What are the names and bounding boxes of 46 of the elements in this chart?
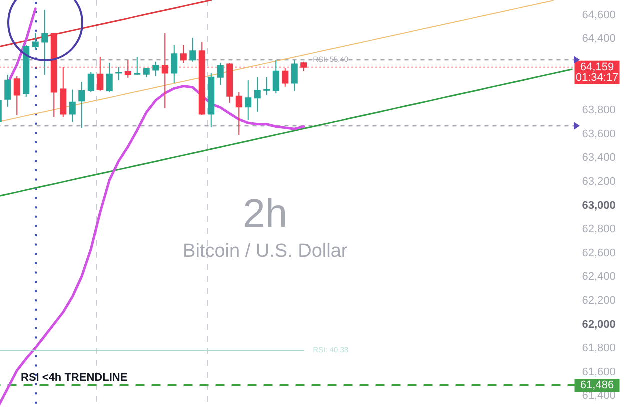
annotation: RSI <4h TRENDLINE bbox=[21, 372, 128, 384]
y-tick-label: 64,600 bbox=[582, 9, 616, 22]
y-tick-label: 62,000 bbox=[582, 318, 616, 331]
candlestick bbox=[180, 44, 188, 64]
text: Bitcoin / U.S. Dollar bbox=[183, 241, 349, 262]
candlestick bbox=[292, 60, 298, 92]
y-tick-label: 63,000 bbox=[582, 200, 616, 212]
candlestick bbox=[106, 62, 114, 93]
y-tick-label: 62,400 bbox=[582, 271, 616, 284]
candlestick bbox=[273, 60, 280, 94]
candlestick bbox=[254, 76, 262, 112]
y-tick-label: 63,400 bbox=[582, 152, 616, 164]
ref-line-label: 61,486 bbox=[580, 379, 614, 392]
annotation: 01:34:17 bbox=[576, 72, 619, 84]
candlestick bbox=[32, 32, 40, 50]
candlestick bbox=[171, 44, 178, 84]
y-tick-label: 64,400 bbox=[582, 33, 616, 46]
candlestick bbox=[152, 61, 160, 77]
line-series bbox=[0, 0, 554, 122]
candlestick bbox=[4, 74, 12, 108]
candlestick bbox=[134, 56, 141, 76]
candlestick bbox=[116, 66, 122, 81]
line-series bbox=[0, 68, 574, 198]
candlestick bbox=[236, 92, 243, 136]
candlestick bbox=[190, 38, 196, 62]
line-series bbox=[0, 0, 212, 48]
y-tick-label: 63,800 bbox=[582, 104, 616, 117]
candlestick bbox=[245, 80, 252, 121]
y-tick-label: 63,600 bbox=[582, 128, 616, 140]
y-tick-label: 62,800 bbox=[582, 224, 616, 236]
candlestick bbox=[264, 76, 270, 96]
candlestick bbox=[42, 10, 48, 76]
y-tick-label: 61,800 bbox=[582, 342, 616, 355]
candlestick bbox=[78, 82, 86, 128]
y-tick-label: 61,600 bbox=[582, 366, 616, 378]
candlestick bbox=[70, 89, 76, 122]
candlestick bbox=[282, 68, 289, 88]
y-tick-label: 63,200 bbox=[582, 176, 616, 188]
y-tick-label: 62,200 bbox=[582, 294, 616, 307]
text: 2h bbox=[243, 192, 288, 236]
y-tick-label: 62,600 bbox=[582, 247, 616, 260]
candlestick bbox=[88, 72, 95, 93]
candlestick bbox=[218, 62, 224, 86]
ref-line-label: 64,159 bbox=[580, 61, 614, 74]
candlestick bbox=[97, 56, 104, 92]
candlestick bbox=[14, 76, 21, 116]
